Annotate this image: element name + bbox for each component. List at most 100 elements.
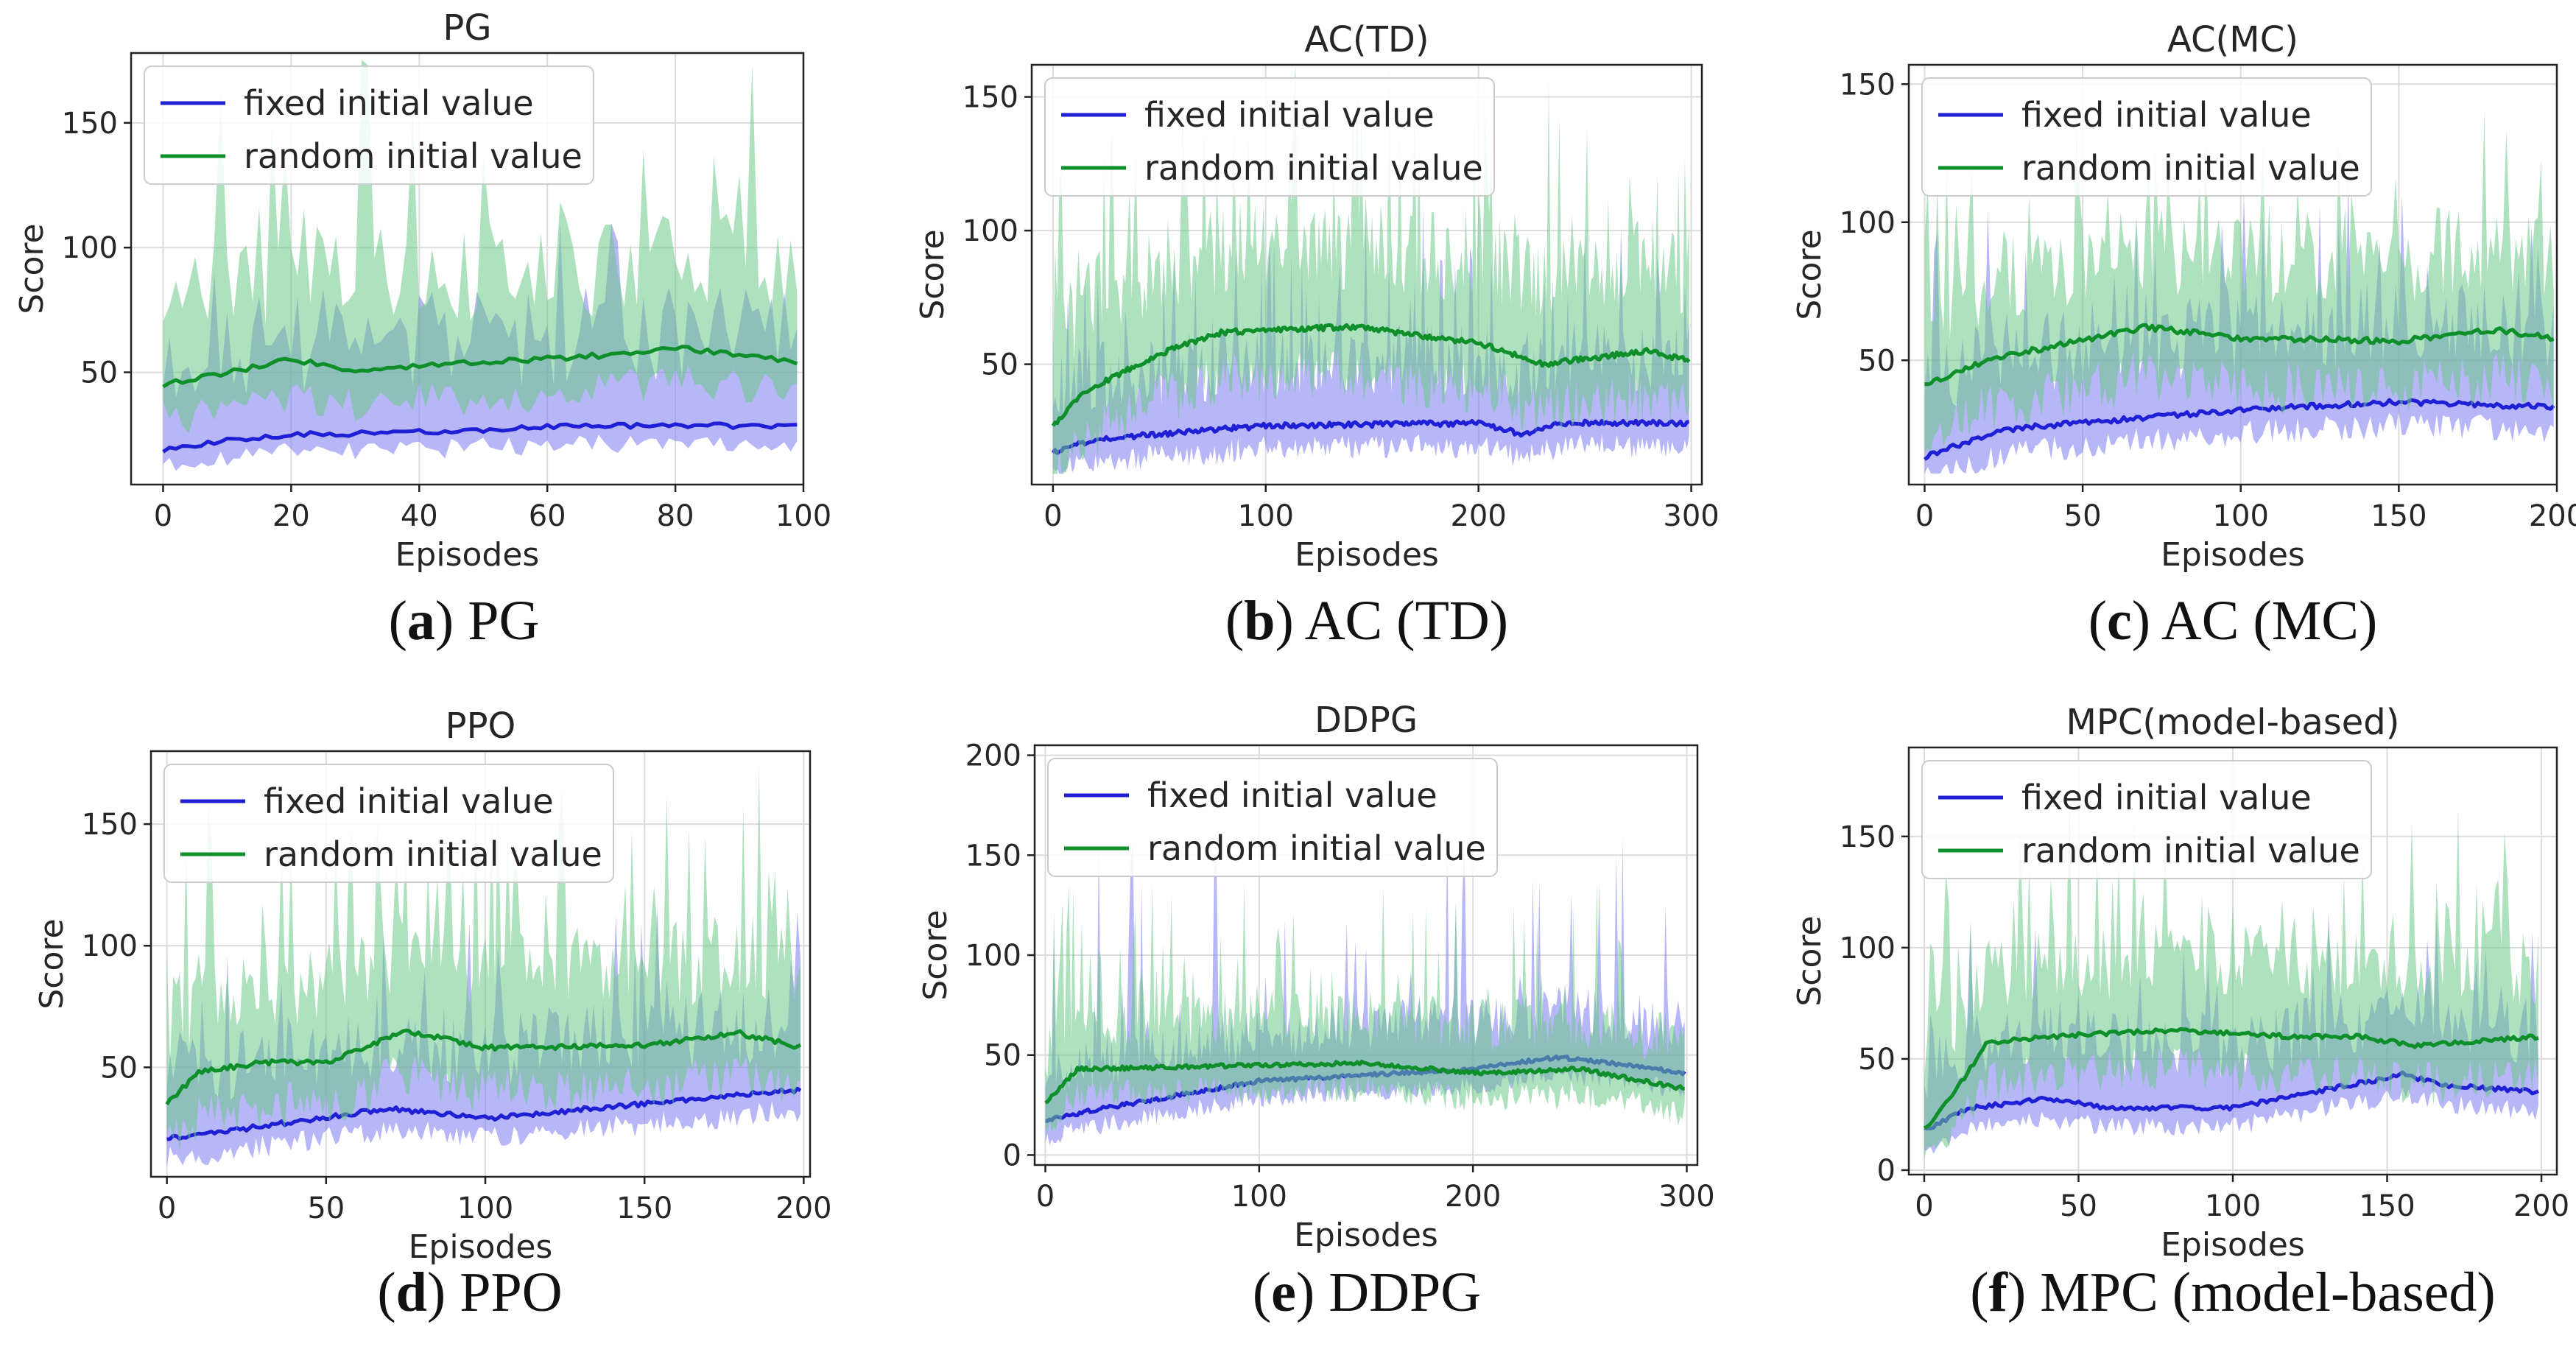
panel-caption: (d) PPO bbox=[377, 1261, 562, 1323]
series-line-random bbox=[1051, 323, 1691, 427]
y-tick-label: 150 bbox=[965, 839, 1021, 873]
x-tick-label: 50 bbox=[2064, 499, 2102, 533]
y-tick-label: 100 bbox=[1840, 932, 1896, 965]
axes-frame bbox=[130, 52, 805, 486]
y-axis-label: Score bbox=[1791, 915, 1829, 1006]
y-tick-label: 50 bbox=[981, 348, 1018, 382]
x-tick-label: 150 bbox=[616, 1192, 672, 1225]
y-axis-label: Score bbox=[13, 223, 51, 314]
chart-panel-b: 0 100 200 300 50 100 150 Episodes Score AC(TD) fix… bbox=[914, 19, 1720, 652]
x-axis-label: Episodes bbox=[395, 536, 540, 574]
panel-caption: (a) PG bbox=[389, 590, 540, 652]
x-tick-label: 200 bbox=[1445, 1180, 1501, 1214]
plot-area bbox=[165, 766, 802, 1167]
axes-frame bbox=[149, 750, 812, 1178]
x-tick-label: 200 bbox=[2513, 1189, 2569, 1223]
chart-title: PPO bbox=[446, 705, 516, 747]
x-axis-label: Episodes bbox=[2161, 1226, 2305, 1264]
x-tick-label: 0 bbox=[154, 499, 172, 533]
y-tick-label: 0 bbox=[1877, 1154, 1896, 1188]
chart-title: AC(MC) bbox=[2167, 19, 2298, 60]
legend: fixed initial value random initial value bbox=[1047, 758, 1498, 877]
x-tick-label: 0 bbox=[1044, 499, 1062, 533]
y-tick-label: 150 bbox=[963, 81, 1018, 115]
chart-panel-e: 0 100 200 300050100150200EpisodesScoreDDPGf… bbox=[917, 700, 1715, 1323]
legend-entry: random initial value bbox=[2021, 148, 2360, 188]
series-band-random bbox=[163, 60, 798, 434]
y-tick-label: 150 bbox=[1840, 820, 1896, 854]
chart-panel-c: 0 50 100 150 200 50 100 150 Episodes Score AC(MC) f… bbox=[1791, 19, 2576, 652]
x-tick-label: 200 bbox=[1450, 499, 1506, 533]
y-tick-label: 150 bbox=[82, 808, 138, 842]
y-tick-label: 50 bbox=[1858, 1043, 1896, 1077]
legend: fixed initial value random initial value bbox=[1921, 77, 2372, 197]
legend-box bbox=[163, 764, 614, 883]
legend-entry: fixed initial value bbox=[1147, 775, 1437, 815]
x-axis-label: Episodes bbox=[2161, 536, 2305, 574]
series-line-random bbox=[162, 345, 798, 389]
y-axis-label: Score bbox=[917, 909, 954, 1000]
legend: fixed initial value random initial value bbox=[163, 764, 614, 883]
y-tick-label: 150 bbox=[62, 107, 118, 141]
panel-caption: (c) AC (MC) bbox=[2088, 590, 2378, 652]
axes-frame bbox=[1030, 63, 1703, 486]
x-tick-label: 0 bbox=[1915, 499, 1934, 533]
x-axis-label: Episodes bbox=[409, 1228, 553, 1266]
x-axis-label: Episodes bbox=[1295, 536, 1439, 574]
legend: fixed initial value random initial value bbox=[144, 66, 594, 185]
y-tick-label: 100 bbox=[963, 214, 1018, 248]
x-tick-label: 150 bbox=[2371, 499, 2427, 533]
x-tick-label: 20 bbox=[272, 499, 310, 533]
chart-title: MPC(model-based) bbox=[2066, 702, 2400, 743]
x-tick-label: 200 bbox=[775, 1192, 831, 1225]
chart-panel-a: 0 20 40 60 80 100 50 100 150 Episodes Score PG fixed… bbox=[13, 7, 831, 652]
x-tick-label: 150 bbox=[2359, 1189, 2415, 1223]
y-tick-label: 50 bbox=[100, 1051, 138, 1085]
series-line-fixed bbox=[1924, 398, 2555, 461]
plot-area bbox=[1924, 109, 2555, 474]
y-tick-label: 200 bbox=[965, 739, 1021, 773]
x-tick-label: 50 bbox=[307, 1192, 345, 1225]
series-line-fixed bbox=[166, 1086, 802, 1141]
x-tick-label: 60 bbox=[529, 499, 566, 533]
axes-frame bbox=[1907, 63, 2558, 486]
x-tick-label: 100 bbox=[1238, 499, 1294, 533]
series-line-random bbox=[1044, 1060, 1685, 1105]
plot-area bbox=[1044, 832, 1686, 1146]
y-tick-label: 50 bbox=[1858, 344, 1896, 378]
y-axis-label: Score bbox=[914, 229, 951, 320]
series-line-random bbox=[165, 1028, 802, 1105]
legend-entry: random initial value bbox=[2021, 831, 2360, 870]
legend-entry: random initial value bbox=[244, 136, 583, 176]
x-tick-label: 100 bbox=[2213, 499, 2269, 533]
x-tick-label: 300 bbox=[1663, 499, 1719, 533]
plot-area bbox=[1051, 65, 1691, 474]
chart-title: PG bbox=[443, 7, 491, 49]
legend-entry: fixed initial value bbox=[1144, 95, 1435, 135]
y-tick-label: 50 bbox=[984, 1039, 1021, 1073]
x-tick-label: 200 bbox=[2529, 499, 2576, 533]
legend: fixed initial value random initial value bbox=[1044, 77, 1495, 197]
legend-entry: fixed initial value bbox=[2021, 778, 2312, 817]
plot-area bbox=[1923, 784, 2539, 1159]
x-tick-label: 80 bbox=[657, 499, 694, 533]
legend-entry: random initial value bbox=[1144, 148, 1483, 188]
x-tick-label: 50 bbox=[2060, 1189, 2097, 1223]
series-line-fixed bbox=[162, 421, 798, 454]
legend-box bbox=[144, 66, 594, 185]
y-tick-label: 50 bbox=[80, 356, 118, 390]
y-tick-label: 100 bbox=[965, 939, 1021, 973]
legend-box bbox=[1921, 77, 2372, 197]
series-line-fixed bbox=[1051, 418, 1689, 455]
panel-caption: (b) AC (TD) bbox=[1225, 590, 1508, 652]
chart-panel-d: 0 50 100 150 200 50 100 150 Episodes Score PPO fixe… bbox=[33, 705, 832, 1323]
series-band-random bbox=[1924, 784, 2538, 1159]
chart-panel-f: 0 50 100 150 200 0 50 100 150 Episodes Score MPC(mo… bbox=[1791, 702, 2569, 1323]
y-axis-label: Score bbox=[1791, 229, 1829, 320]
legend: fixed initial value random initial value bbox=[1921, 760, 2372, 879]
series-band-random bbox=[1052, 65, 1689, 474]
legend-entry: fixed initial value bbox=[2021, 95, 2312, 135]
legend-entry: fixed initial value bbox=[244, 83, 534, 123]
x-tick-label: 100 bbox=[2205, 1189, 2261, 1223]
